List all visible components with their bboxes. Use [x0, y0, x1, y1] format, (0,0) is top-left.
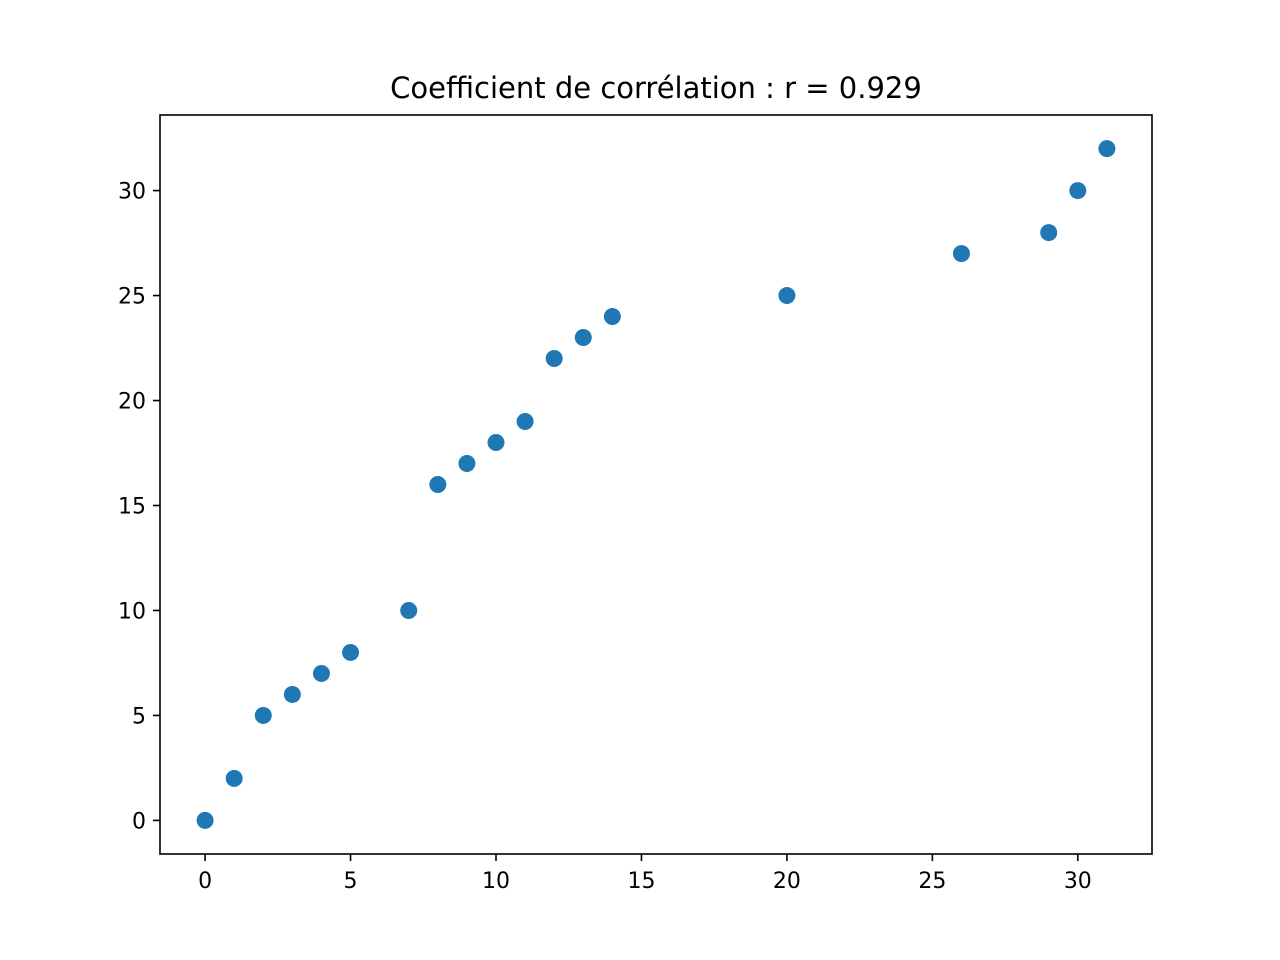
x-tick-label: 15 [627, 869, 655, 894]
x-tick-label: 10 [482, 869, 510, 894]
x-axis: 0 5 10 15 20 25 30 [198, 854, 1092, 894]
data-point [225, 769, 243, 787]
data-point [1069, 182, 1087, 200]
data-point [342, 643, 360, 661]
data-point [254, 706, 272, 724]
data-point [952, 245, 970, 263]
y-tick-label: 15 [118, 494, 146, 519]
x-tick-label: 30 [1064, 869, 1092, 894]
y-tick-label: 25 [118, 285, 146, 310]
x-tick-label: 5 [344, 869, 358, 894]
data-point [1098, 140, 1116, 158]
y-tick-label: 20 [118, 390, 146, 415]
data-point [545, 350, 563, 368]
x-tick-label: 25 [918, 869, 946, 894]
data-point [283, 685, 301, 703]
data-point [1040, 224, 1058, 242]
x-tick-label: 20 [773, 869, 801, 894]
x-tick-label: 0 [198, 869, 212, 894]
y-tick-label: 10 [118, 599, 146, 624]
axes-frame [159, 114, 1153, 855]
data-point [487, 434, 505, 452]
data-point [400, 601, 418, 619]
data-point [312, 664, 330, 682]
chart-title: Coefficient de corrélation : r = 0.929 [390, 71, 922, 105]
data-point [603, 308, 621, 326]
y-tick-label: 5 [132, 704, 146, 729]
data-point [429, 476, 447, 493]
y-tick-label: 30 [118, 180, 146, 205]
data-point [516, 413, 534, 431]
data-point [574, 329, 592, 347]
data-point [778, 287, 796, 305]
y-tick-label: 0 [132, 809, 146, 834]
y-axis: 0 5 10 15 20 25 30 [118, 180, 160, 834]
data-point [196, 811, 214, 829]
points-layer [196, 140, 1116, 829]
data-point [458, 455, 476, 473]
